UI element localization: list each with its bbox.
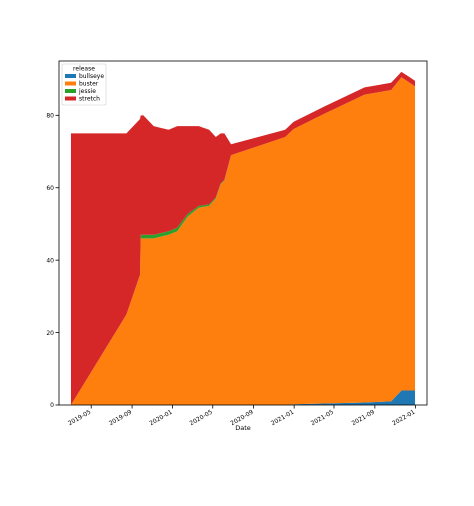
area-buster xyxy=(70,77,416,405)
y-tick-label: 40 xyxy=(46,257,54,264)
legend-swatch-buster xyxy=(65,81,76,86)
area-stretch xyxy=(70,71,416,406)
legend-swatch-stretch xyxy=(65,96,76,101)
y-tick-label: 0 xyxy=(50,402,54,409)
legend-label-bullseye: bullseye xyxy=(79,73,104,80)
legend-label-stretch: stretch xyxy=(79,96,100,103)
x-axis-label: Date xyxy=(235,424,251,432)
legend-label-jessie: jessie xyxy=(78,88,96,95)
plot-frame xyxy=(58,60,428,406)
legend-swatch-jessie xyxy=(65,89,76,93)
y-tick-label: 60 xyxy=(46,185,54,192)
y-tick-label: 20 xyxy=(46,330,54,337)
y-tick-label: 80 xyxy=(46,113,54,120)
area-layers xyxy=(70,71,416,406)
y-axis-ticks: 0 20 40 60 80 xyxy=(46,113,59,409)
legend-title: release xyxy=(73,66,95,73)
area-bullseye xyxy=(70,390,416,405)
legend-label-buster: buster xyxy=(79,81,99,88)
legend-swatch-bullseye xyxy=(65,74,76,78)
